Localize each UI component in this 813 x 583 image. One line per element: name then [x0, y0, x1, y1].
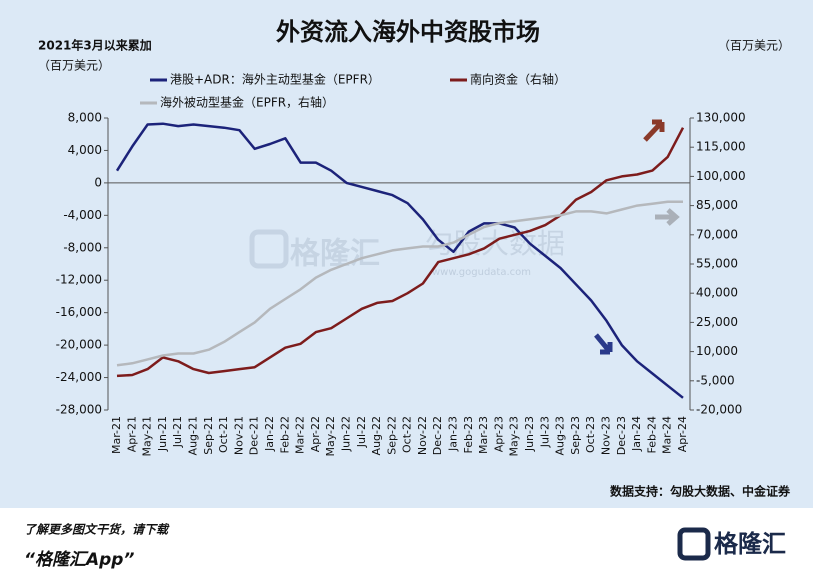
- y2-tick-label: -20,000: [696, 403, 742, 417]
- y2-tick-label: -5,000: [696, 373, 735, 387]
- logo-text: 格隆汇: [714, 530, 786, 558]
- y2-tick-label: 115,000: [696, 140, 746, 154]
- x-tick-label: Feb-22: [278, 416, 291, 453]
- legend-label: 海外被动型基金（EPFR，右轴）: [160, 95, 334, 110]
- series-line: [115, 122, 684, 399]
- x-tick-label: Aug-22: [370, 416, 383, 455]
- x-tick-label: Sep-23: [569, 416, 582, 455]
- y-tick-label: 0: [94, 175, 102, 189]
- x-tick-label: Oct-23: [584, 416, 597, 453]
- x-tick-label: May-23: [508, 416, 521, 457]
- watermark: www.gogudata.com: [432, 267, 531, 278]
- x-tick-label: Mar-21: [110, 416, 123, 454]
- x-tick-label: Feb-23: [462, 416, 475, 453]
- legend-label: 南向资金（右轴）: [470, 72, 566, 87]
- source: 数据支持：勾股大数据、中金证券: [610, 484, 791, 499]
- x-tick-label: Jun-22: [339, 416, 352, 452]
- arrow: [643, 119, 665, 142]
- y-axis-unit: （百万美元）: [38, 59, 110, 73]
- x-tick-label: Oct-22: [401, 416, 414, 453]
- x-tick-label: Jan-24: [630, 416, 643, 452]
- x-tick-label: May-21: [141, 416, 154, 457]
- y-axis-note: 2021年3月以来累加: [38, 38, 152, 53]
- x-tick-label: Nov-22: [416, 416, 429, 455]
- x-tick-label: Oct-21: [217, 416, 230, 453]
- x-tick-label: Jan-23: [447, 416, 460, 452]
- footer-app: “格隆汇App”: [24, 550, 134, 570]
- arrow: [594, 333, 613, 355]
- arrow: [655, 208, 680, 226]
- x-tick-label: Jan-22: [263, 416, 276, 452]
- chart-title: 外资流入海外中资股市场: [276, 18, 540, 46]
- y-tick-label: -16,000: [56, 305, 102, 319]
- logo-icon: [677, 527, 711, 561]
- chart-background: [0, 0, 813, 508]
- y-tick-label: 4,000: [68, 143, 102, 157]
- x-tick-label: Jun-23: [523, 416, 536, 452]
- legend-label: 港股+ADR：海外主动型基金（EPFR）: [170, 72, 380, 87]
- y-tick-label: -12,000: [56, 273, 102, 287]
- x-tick-label: Jul-23: [538, 416, 551, 448]
- x-tick-label: Mar-22: [294, 416, 307, 454]
- y-tick-label: -20,000: [56, 338, 102, 352]
- x-tick-label: Aug-21: [186, 416, 199, 455]
- series-line: [116, 127, 685, 378]
- x-tick-label: Apr-24: [676, 416, 689, 452]
- y2-tick-label: 40,000: [696, 286, 738, 300]
- series-line: [116, 200, 683, 367]
- watermark: 格隆汇: [290, 237, 380, 272]
- y2-tick-label: 130,000: [696, 111, 746, 125]
- y2-axis-unit: （百万美元）: [718, 39, 790, 53]
- y2-tick-label: 10,000: [696, 344, 738, 358]
- y2-tick-label: 100,000: [696, 169, 746, 183]
- x-tick-label: Jul-21: [171, 416, 184, 448]
- y2-tick-label: 70,000: [696, 227, 738, 241]
- y2-tick-label: 55,000: [696, 257, 738, 271]
- x-tick-label: Sep-21: [202, 416, 215, 455]
- x-tick-label: Sep-22: [385, 416, 398, 455]
- footer-background: [0, 508, 813, 583]
- x-tick-label: Dec-22: [431, 416, 444, 455]
- y-tick-label: -24,000: [56, 370, 102, 384]
- x-tick-label: Dec-23: [615, 416, 628, 455]
- footer-text: 了解更多图文干货，请下载: [24, 523, 170, 537]
- x-tick-label: Apr-23: [492, 416, 505, 452]
- y2-tick-label: 25,000: [696, 315, 738, 329]
- y-tick-label: -28,000: [56, 403, 102, 417]
- y2-tick-label: 85,000: [696, 198, 738, 212]
- x-tick-label: Nov-21: [232, 416, 245, 455]
- x-tick-label: Mar-23: [477, 416, 490, 454]
- y-tick-label: -8,000: [63, 240, 102, 254]
- x-tick-label: Apr-22: [309, 416, 322, 452]
- x-tick-label: Feb-24: [645, 416, 658, 453]
- x-tick-label: Mar-24: [661, 416, 674, 454]
- y-tick-label: -4,000: [63, 208, 102, 222]
- x-tick-label: May-22: [324, 416, 337, 457]
- x-tick-label: Apr-21: [125, 416, 138, 452]
- watermark-logo: [249, 229, 289, 269]
- x-tick-label: Jun-21: [156, 416, 169, 452]
- x-tick-label: Dec-21: [248, 416, 261, 455]
- x-tick-label: Jul-22: [355, 416, 368, 448]
- y-tick-label: 8,000: [68, 111, 102, 125]
- x-tick-label: Nov-23: [600, 416, 613, 455]
- x-tick-label: Aug-23: [554, 416, 567, 455]
